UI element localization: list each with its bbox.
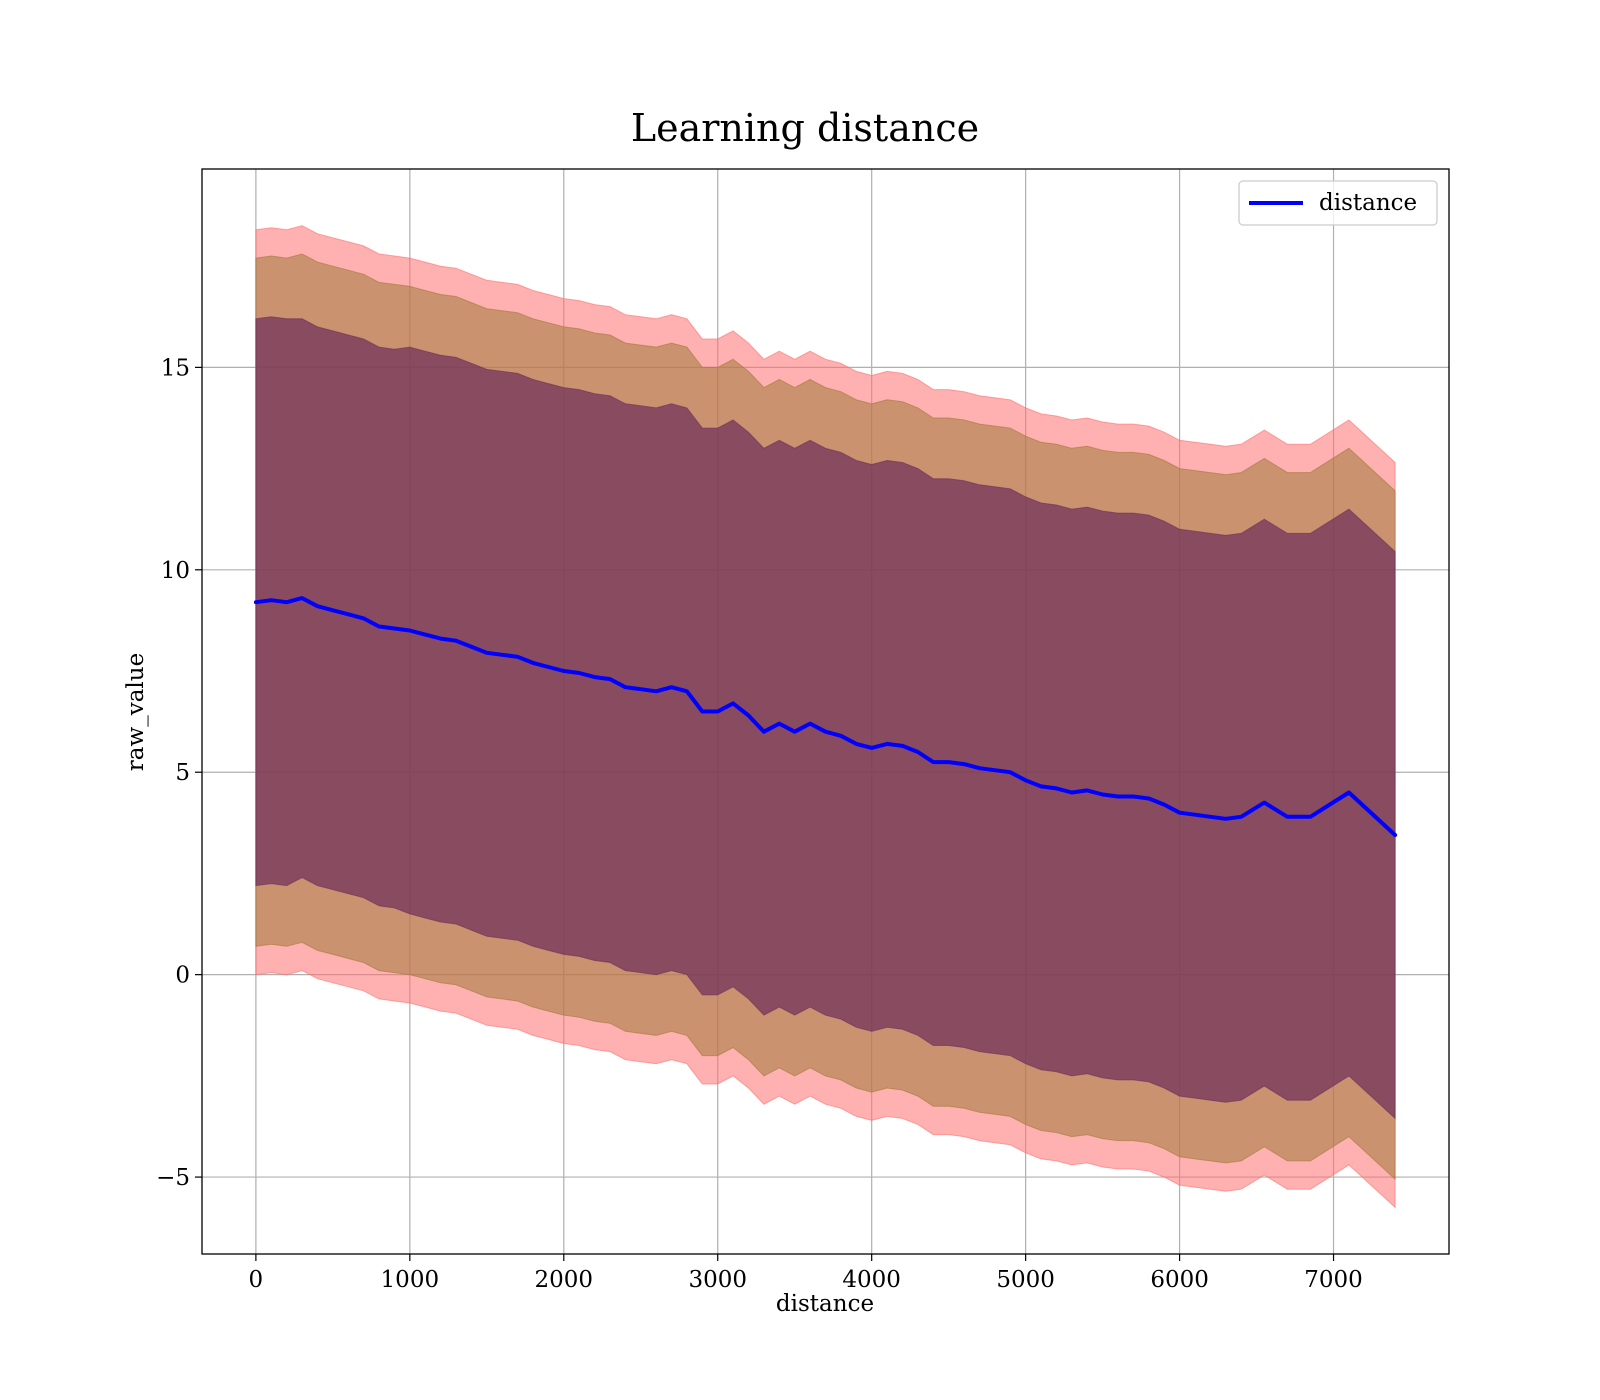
x-tick-label-7: 7000	[1304, 1267, 1363, 1293]
x-tick-label-1: 1000	[381, 1267, 440, 1293]
y-axis-ticks: −5 0 5 10 15	[156, 355, 202, 1191]
x-tick-label-3: 3000	[688, 1267, 747, 1293]
confidence-bands	[255, 225, 1396, 1209]
y-tick-label-0: −5	[156, 1165, 190, 1191]
y-tick-label-4: 15	[161, 355, 190, 381]
x-tick-label-4: 4000	[842, 1267, 901, 1293]
x-tick-label-0: 0	[249, 1267, 264, 1293]
x-axis-ticks: 0 1000 2000 3000 4000 5000 6000 7000	[249, 1254, 1363, 1293]
x-axis-label: distance	[776, 1291, 874, 1317]
band-inner	[255, 316, 1396, 1120]
plot-area: 0 1000 2000 3000 4000 5000 6000 7000 −5 0 5 10 15	[156, 168, 1450, 1293]
series-line-distance	[253, 596, 1398, 837]
plot-frame	[201, 168, 1450, 1255]
x-tick-label-5: 5000	[996, 1267, 1055, 1293]
x-tick-label-6: 6000	[1150, 1267, 1209, 1293]
y-axis-label: raw_value	[123, 653, 149, 771]
y-tick-label-3: 10	[161, 558, 190, 584]
x-tick-label-2: 2000	[535, 1267, 594, 1293]
legend: distance	[1238, 180, 1438, 226]
legend-box	[1238, 180, 1438, 226]
y-tick-label-2: 5	[175, 760, 190, 786]
chart-title: Learning distance	[631, 106, 979, 150]
y-tick-label-1: 0	[175, 963, 190, 989]
series-lines	[253, 596, 1398, 837]
legend-label-distance: distance	[1319, 190, 1417, 216]
